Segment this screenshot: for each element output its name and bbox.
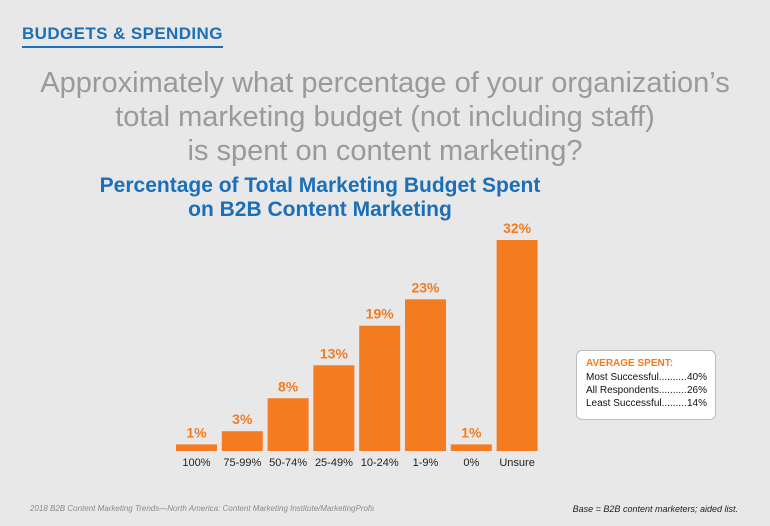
bar-value-label: 1% (461, 424, 482, 440)
question-heading: Approximately what percentage of your or… (0, 66, 770, 168)
bar-value-label: 8% (278, 378, 299, 394)
average-row-value: 26% (686, 385, 707, 396)
bar-value-label: 32% (503, 220, 532, 236)
bar-75-99% (221, 431, 263, 451)
bar-value-label: 23% (411, 279, 440, 295)
bar-10-24% (359, 325, 401, 451)
average-row-value: 40% (686, 372, 707, 383)
section-label: BUDGETS & SPENDING (22, 24, 223, 48)
bar-value-label: 19% (366, 306, 395, 322)
leader-dots (659, 384, 687, 397)
base-note: Base = B2B content marketers; aided list… (572, 504, 738, 514)
average-row-label: All Respondents (586, 385, 659, 396)
average-spent-box: AVERAGE SPENT: Most Successful 40% All R… (576, 350, 716, 420)
chart-title-line-2: on B2B Content Marketing (188, 198, 452, 221)
category-label: 0% (463, 457, 479, 469)
average-row-all-respondents: All Respondents 26% (586, 384, 707, 397)
chart-title: Percentage of Total Marketing Budget Spe… (90, 174, 550, 222)
chart-title-line-1: Percentage of Total Marketing Budget Spe… (99, 174, 541, 197)
category-label: Unsure (499, 457, 534, 469)
leader-dots (662, 397, 687, 410)
question-line-1: Approximately what percentage of your or… (40, 67, 730, 99)
bar-Unsure (496, 240, 538, 451)
bar-0% (450, 444, 492, 451)
bar-1-9% (405, 299, 446, 451)
category-label: 25-49% (315, 457, 353, 469)
source-note: 2018 B2B Content Marketing Trends—North … (30, 504, 375, 513)
category-label: 75-99% (223, 457, 261, 469)
average-row-label: Most Successful (586, 372, 659, 383)
category-label: 1-9% (413, 457, 439, 469)
bar-100% (176, 444, 217, 451)
bar-50-74% (267, 398, 309, 451)
average-row-label: Least Successful (586, 398, 662, 409)
average-spent-title: AVERAGE SPENT: (586, 358, 674, 369)
bar-value-label: 3% (232, 411, 253, 427)
category-label: 50-74% (269, 457, 307, 469)
bar-value-label: 13% (320, 345, 349, 361)
question-line-2: total marketing budget (not including st… (115, 101, 655, 133)
question-line-3: is spent on content marketing? (187, 135, 583, 167)
average-row-most-successful: Most Successful 40% (586, 371, 707, 384)
leader-dots (659, 371, 687, 384)
category-label: 10-24% (361, 457, 399, 469)
average-row-least-successful: Least Successful 14% (586, 397, 707, 410)
category-label: 100% (182, 457, 210, 469)
bar-25-49% (313, 365, 355, 451)
average-row-value: 14% (686, 398, 707, 409)
bar-value-label: 1% (186, 424, 207, 440)
